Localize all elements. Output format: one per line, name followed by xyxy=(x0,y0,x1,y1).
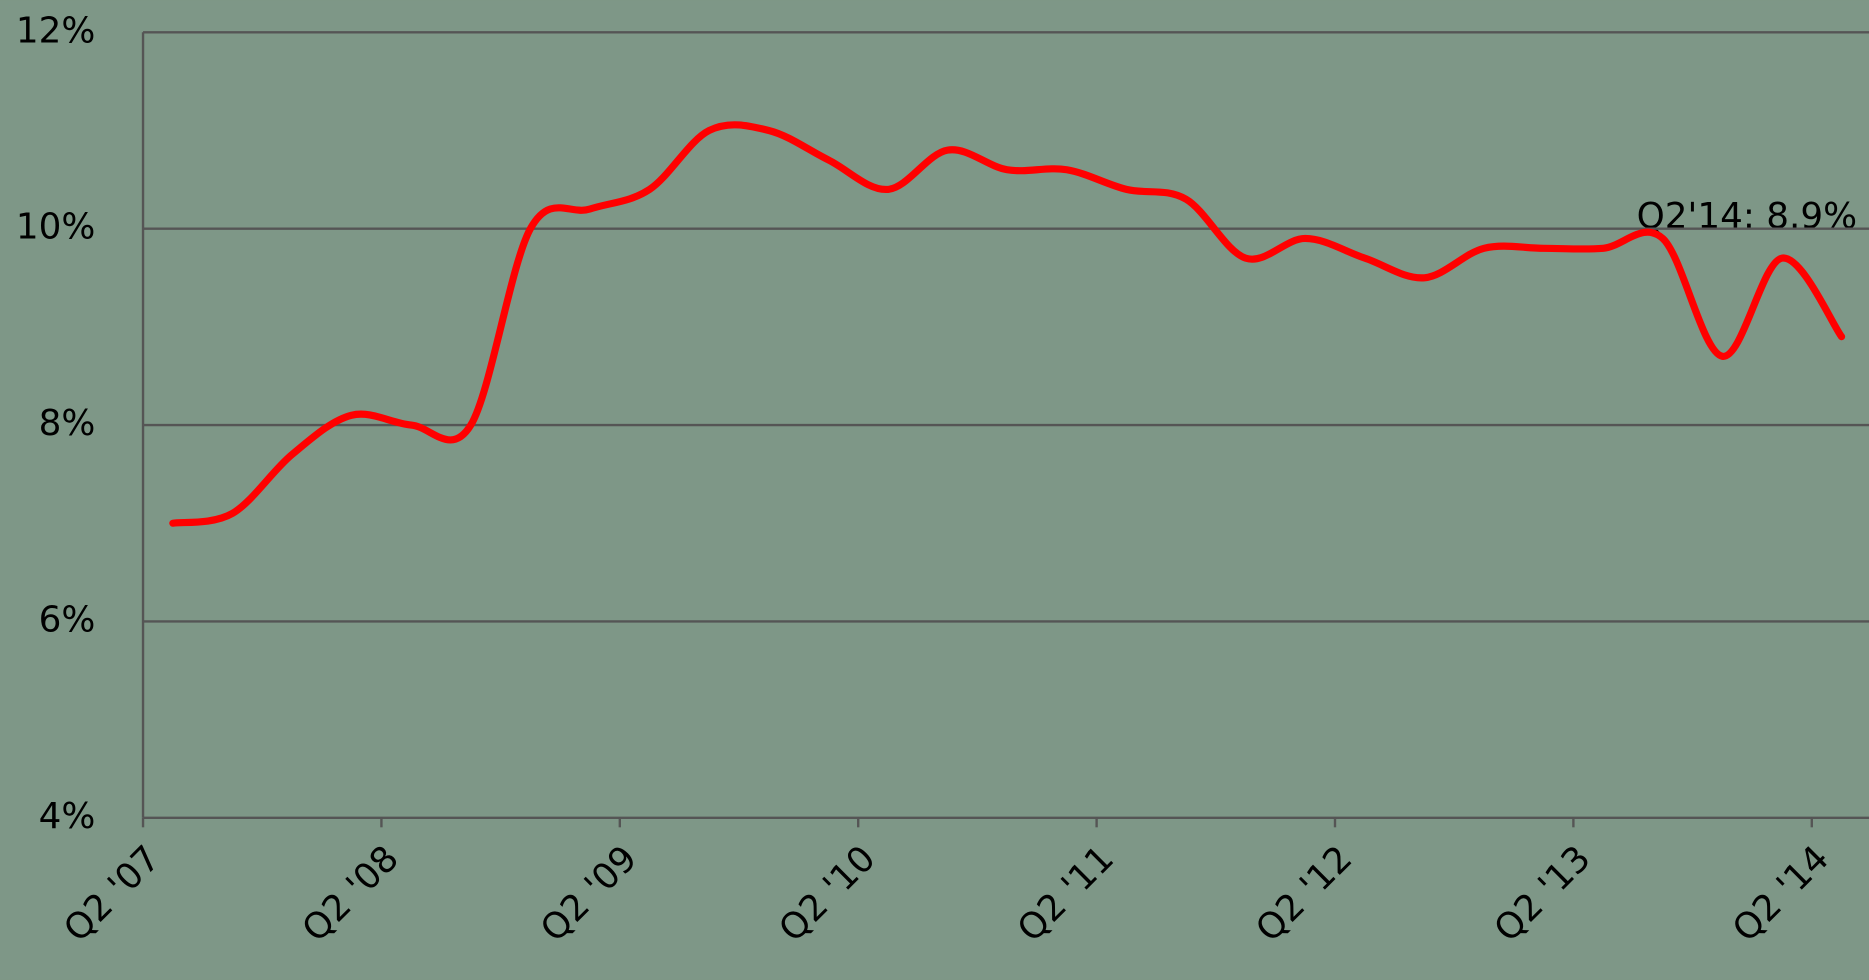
y-tick-label: 4% xyxy=(39,796,96,837)
annotation: Q2'14: 8.9% xyxy=(1637,196,1857,237)
y-tick-label: 10% xyxy=(16,207,95,248)
y-tick-label: 6% xyxy=(39,599,96,640)
y-tick-label: 12% xyxy=(16,10,95,51)
y-tick-label: 8% xyxy=(39,403,96,444)
line xyxy=(169,121,1846,527)
